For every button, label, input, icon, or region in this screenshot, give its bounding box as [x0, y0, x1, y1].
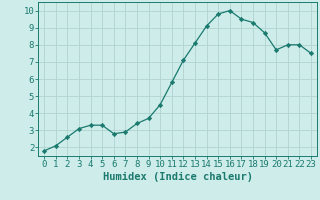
X-axis label: Humidex (Indice chaleur): Humidex (Indice chaleur)	[103, 172, 252, 182]
